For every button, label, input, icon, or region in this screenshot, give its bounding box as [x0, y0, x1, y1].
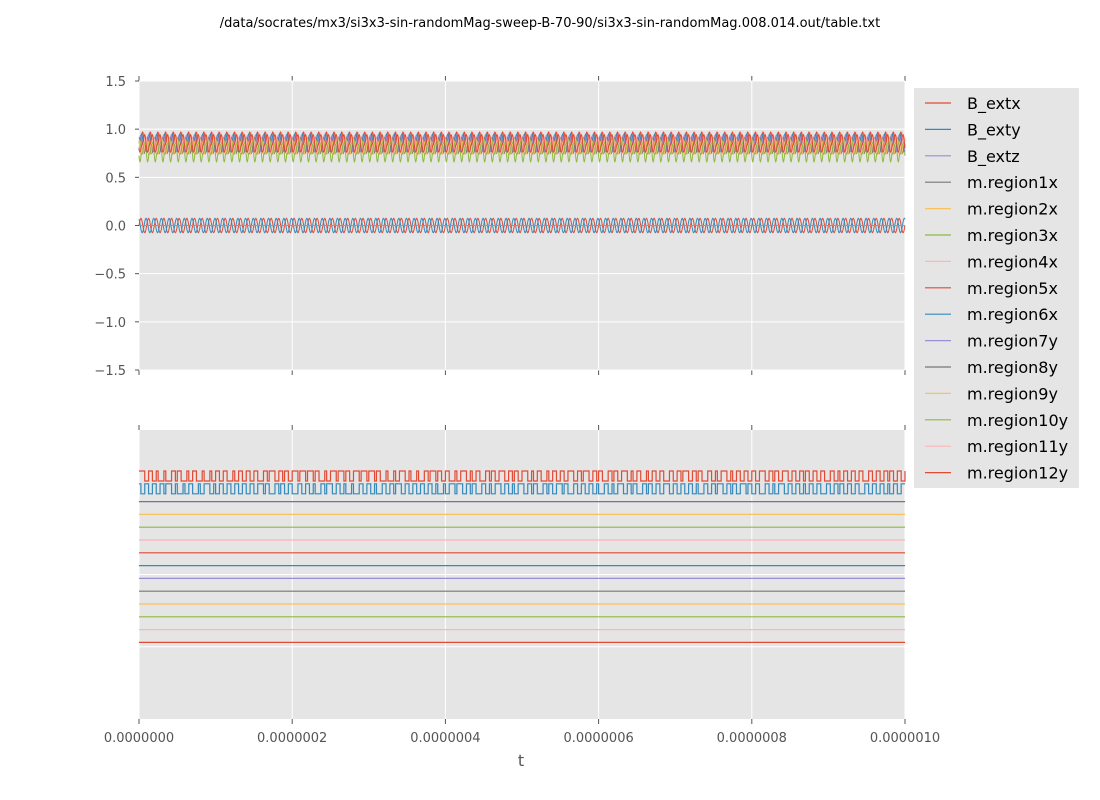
bottom-panel — [138, 425, 906, 724]
legend-label-m-region3x: m.region3x — [967, 226, 1058, 245]
top-panel-y-tick-label: −1.0 — [94, 316, 126, 331]
top-panel-y-tick-label: 1.0 — [105, 123, 126, 138]
legend-label-b-extx: B_extx — [967, 94, 1021, 114]
legend-label-m-region7y: m.region7y — [967, 332, 1058, 351]
legend-label-m-region12y: m.region12y — [967, 464, 1068, 483]
x-axis-label: t — [518, 751, 524, 770]
x-tick-label: 0.0000002 — [257, 731, 327, 746]
top-panel-y-tick-label: −0.5 — [94, 268, 126, 283]
legend-label-m-region2x: m.region2x — [967, 200, 1058, 219]
legend-label-m-region10y: m.region10y — [967, 411, 1068, 430]
top-panel-y-tick-label: 0.0 — [105, 220, 126, 235]
x-tick-label: 0.0000006 — [563, 731, 633, 746]
legend-label-b-extz: B_extz — [967, 147, 1020, 167]
legend-label-m-region5x: m.region5x — [967, 279, 1058, 298]
top-panel: −1.5 −1.0 −0.5 0.0 0.5 1.0 1.5 — [94, 75, 906, 379]
legend-label-m-region4x: m.region4x — [967, 252, 1058, 271]
top-panel-y-tick-label: −1.5 — [94, 364, 126, 379]
legend-label-m-region1x: m.region1x — [967, 173, 1058, 192]
series-offset-line-b-exty — [139, 483, 905, 495]
x-tick-label: 0.0000008 — [717, 731, 787, 746]
top-panel-y-tick-label: 0.5 — [105, 171, 126, 186]
legend-label-m-region11y: m.region11y — [967, 437, 1068, 456]
series-line-m-region12y — [138, 134, 906, 154]
series-line-m-region11y — [138, 135, 906, 154]
x-axis-ticks: 0.0000000 0.0000002 0.0000004 0.0000006 0.00… — [104, 731, 940, 746]
legend-items: B_extx B_exty B_extz m.region1x m.region2x m.… — [925, 94, 1068, 483]
legend-label-m-region6x: m.region6x — [967, 305, 1058, 324]
series-offset-line-b-extx — [139, 470, 906, 482]
x-tick-label: 0.0000010 — [870, 731, 940, 746]
legend-label-b-exty: B_exty — [967, 120, 1021, 140]
legend-label-m-region9y: m.region9y — [967, 384, 1058, 403]
top-panel-y-tick-label: 1.5 — [105, 75, 126, 90]
legend: B_extx B_exty B_extz m.region1x m.region2x m.… — [914, 88, 1079, 488]
legend-label-m-region8y: m.region8y — [967, 358, 1058, 377]
x-tick-label: 0.0000004 — [410, 731, 480, 746]
chart-title: /data/socrates/mx3/si3x3-sin-randomMag-s… — [220, 16, 880, 31]
x-tick-label: 0.0000000 — [104, 731, 174, 746]
